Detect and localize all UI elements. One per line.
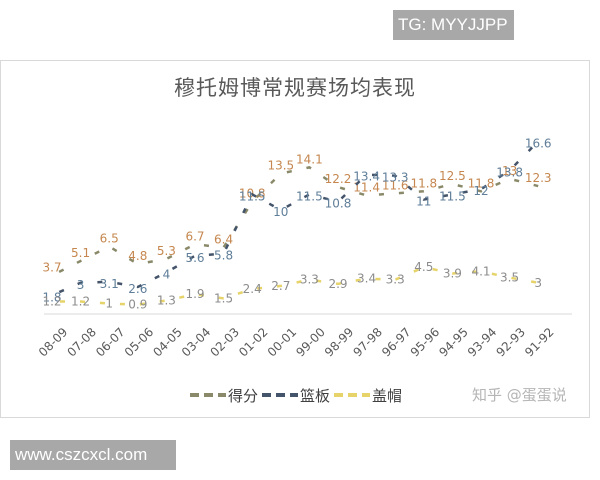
data-label: 11.6: [382, 178, 409, 192]
data-label: 10.8: [325, 197, 352, 211]
x-tick-label: 01-02: [236, 325, 271, 360]
data-label: 5.8: [214, 249, 233, 263]
data-label: 12.2: [325, 172, 352, 186]
data-label: 2.4: [243, 282, 262, 296]
data-label: 4.8: [128, 249, 147, 263]
data-label: 11.4: [353, 180, 380, 194]
data-label: 3: [534, 276, 542, 290]
legend-item-blocks: 盖帽: [334, 385, 402, 406]
x-tick-label: 06-07: [93, 325, 128, 360]
data-label: 10: [273, 205, 288, 219]
data-label: 3.1: [100, 277, 119, 291]
chart-title: 穆托姆博常规赛场均表现: [174, 76, 416, 100]
data-label: 13.5: [267, 159, 294, 173]
tg-watermark: TG: MYYJJPP: [393, 10, 514, 40]
data-label: 4: [163, 267, 171, 281]
data-label: 13: [502, 164, 517, 178]
x-tick-label: 97-98: [350, 325, 385, 360]
x-axis-tick-labels: 08-0907-0806-0705-0604-0503-0402-0301-02…: [36, 325, 557, 360]
series-blocks: 1.2 1.2 1 0.9 1.3 1.9 1.5 2.4 2.7 3.3 2.9 3.4 3.3 4.5…: [42, 260, 542, 311]
legend-label-blocks: 盖帽: [372, 386, 403, 405]
data-label: 5.6: [185, 251, 204, 265]
x-tick-label: 92-93: [493, 325, 528, 360]
data-label: 6.4: [214, 232, 233, 246]
data-label: 5.3: [157, 244, 176, 258]
legend-item-points: 得分: [190, 385, 258, 406]
data-label: 1.5: [214, 291, 233, 305]
legend-swatch-rebounds-icon: [262, 393, 299, 397]
data-label: 1.3: [157, 293, 176, 307]
zhihu-watermark: 知乎 @蛋蛋说: [472, 386, 567, 404]
data-label: 4.5: [414, 260, 433, 274]
legend-item-rebounds: 篮板: [262, 385, 330, 406]
chart-legend: 得分 篮板 盖帽: [190, 384, 406, 406]
data-label: 3.4: [357, 272, 376, 286]
data-label: 12.3: [525, 171, 552, 185]
data-label: 14.1: [296, 152, 323, 166]
x-tick-label: 95-96: [408, 325, 443, 360]
x-tick-label: 98-99: [322, 325, 357, 360]
x-tick-label: 00-01: [265, 325, 300, 360]
data-label: 1.2: [42, 295, 61, 309]
data-label: 2.7: [271, 279, 290, 293]
x-tick-label: 99-00: [293, 325, 328, 360]
data-label: 11.5: [239, 189, 266, 203]
x-tick-label: 07-08: [64, 325, 99, 360]
x-tick-label: 91-92: [522, 325, 557, 360]
data-label: 2.9: [328, 277, 347, 291]
data-label: 13.4: [353, 170, 380, 184]
data-label: 11.5: [296, 189, 323, 203]
data-label: 3.5: [500, 271, 519, 285]
data-label: 1.9: [185, 287, 204, 301]
data-label: 12.5: [439, 169, 466, 183]
x-tick-label: 93-94: [465, 325, 500, 360]
x-tick-label: 05-06: [122, 325, 157, 360]
data-label: 6.7: [185, 229, 204, 243]
x-tick-label: 04-05: [150, 325, 185, 360]
data-label: 1.2: [71, 295, 90, 309]
data-label: 0.9: [128, 298, 147, 312]
x-tick-label: 94-95: [436, 325, 471, 360]
data-label: 1: [105, 297, 113, 311]
x-tick-label: 03-04: [179, 325, 214, 360]
data-label: 2.6: [128, 282, 147, 296]
x-tick-label: 08-09: [36, 325, 71, 360]
data-label: 11.5: [439, 189, 466, 203]
data-label: 3.7: [42, 261, 61, 275]
data-label: 3: [77, 278, 85, 292]
legend-label-rebounds: 篮板: [300, 386, 331, 405]
data-label: 13.3: [382, 171, 409, 185]
series-layer: 3.75.16.54.8 5.36.7 6.410.813.5 14.112.211.…: [42, 136, 551, 311]
chart-frame: [0, 60, 590, 418]
legend-swatch-points-icon: [190, 393, 226, 397]
data-label: 6.5: [100, 231, 119, 245]
data-label: 3.3: [386, 273, 405, 287]
data-label: 11.8: [468, 176, 495, 190]
x-tick-label: 02-03: [207, 325, 242, 360]
series-points: 3.75.16.54.8 5.36.7 6.410.813.5 14.112.211.…: [42, 152, 552, 277]
data-label: 12: [473, 184, 488, 198]
legend-label-points: 得分: [228, 386, 259, 405]
data-label: 1.8: [42, 290, 61, 304]
legend-swatch-blocks-icon: [334, 393, 371, 397]
data-label: 3.3: [300, 273, 319, 287]
x-tick-label: 96-97: [379, 325, 414, 360]
data-label: 5.1: [71, 246, 90, 260]
data-label: 11.8: [410, 176, 437, 190]
data-label: 3.9: [443, 266, 462, 280]
site-watermark: www.cszcxcl.com: [10, 440, 176, 470]
data-label: 4.1: [471, 264, 490, 278]
data-label: 13.8: [496, 165, 523, 179]
data-label: 11: [416, 195, 431, 209]
data-label: 16.6: [525, 136, 552, 150]
